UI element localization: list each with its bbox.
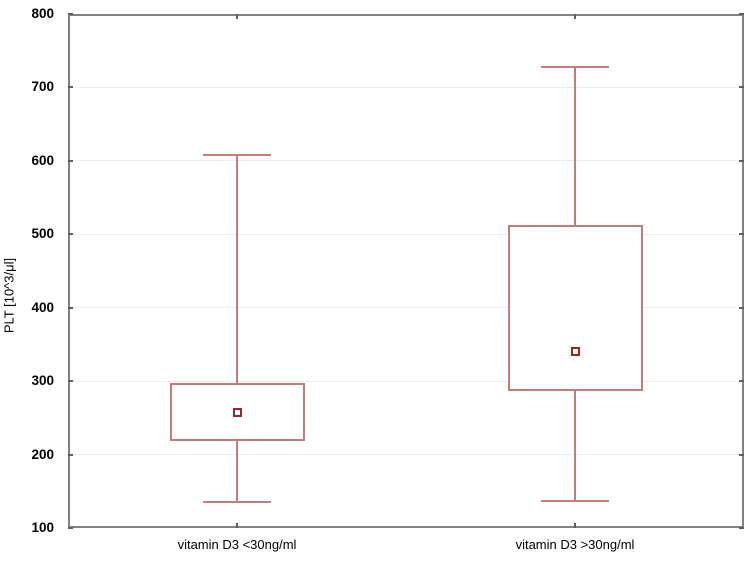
gridline [68,86,744,88]
gridline [68,380,744,382]
plot-frame [68,14,744,528]
x-tick-mark [236,14,238,19]
y-tick-mark [739,453,744,456]
y-tick-mark [68,527,73,529]
y-tick-label: 200 [31,446,54,462]
y-tick-mark [68,306,73,309]
y-tick-label: 600 [31,152,54,168]
y-tick-mark [739,13,744,15]
y-tick-mark [68,13,73,15]
whisker-lower-stem [236,441,238,503]
y-tick-mark [739,159,744,162]
x-axis-label-group1: vitamin D3 <30ng/ml [177,537,297,552]
y-tick-mark [739,380,744,383]
x-tick-mark [236,523,238,528]
y-axis-title: PLT [10^3/μl] [1,257,17,334]
y-tick-mark [68,380,73,383]
whisker-upper-stem [574,66,576,226]
y-tick-label: 400 [31,299,54,315]
x-axis-label-group2: vitamin D3 >30ng/ml [515,537,635,552]
y-tick-mark [68,233,73,236]
center-marker [232,408,242,418]
y-tick-mark [739,306,744,309]
y-tick-mark [68,159,73,162]
y-tick-label: 700 [31,79,54,95]
x-tick-mark [574,523,576,528]
y-tick-label: 300 [31,373,54,389]
iqr-box [507,225,643,391]
y-tick-mark [68,86,73,89]
y-tick-mark [739,233,744,236]
center-marker [570,347,580,357]
whisker-lower-cap [203,501,271,504]
y-tick-mark [739,86,744,89]
whisker-upper-cap [203,153,271,156]
y-tick-label: 800 [31,6,54,21]
y-tick-mark [68,453,73,456]
whisker-lower-cap [541,499,609,502]
gridline [68,307,744,309]
gridline [68,454,744,456]
x-tick-mark [574,14,576,19]
y-tick-mark [739,527,744,529]
gridline [68,233,744,235]
whisker-upper-cap [541,65,609,68]
whisker-lower-stem [574,390,576,501]
gridline [68,160,744,162]
y-tick-label: 500 [31,226,54,242]
y-tick-label: 100 [31,520,54,535]
whisker-upper-stem [236,154,238,384]
